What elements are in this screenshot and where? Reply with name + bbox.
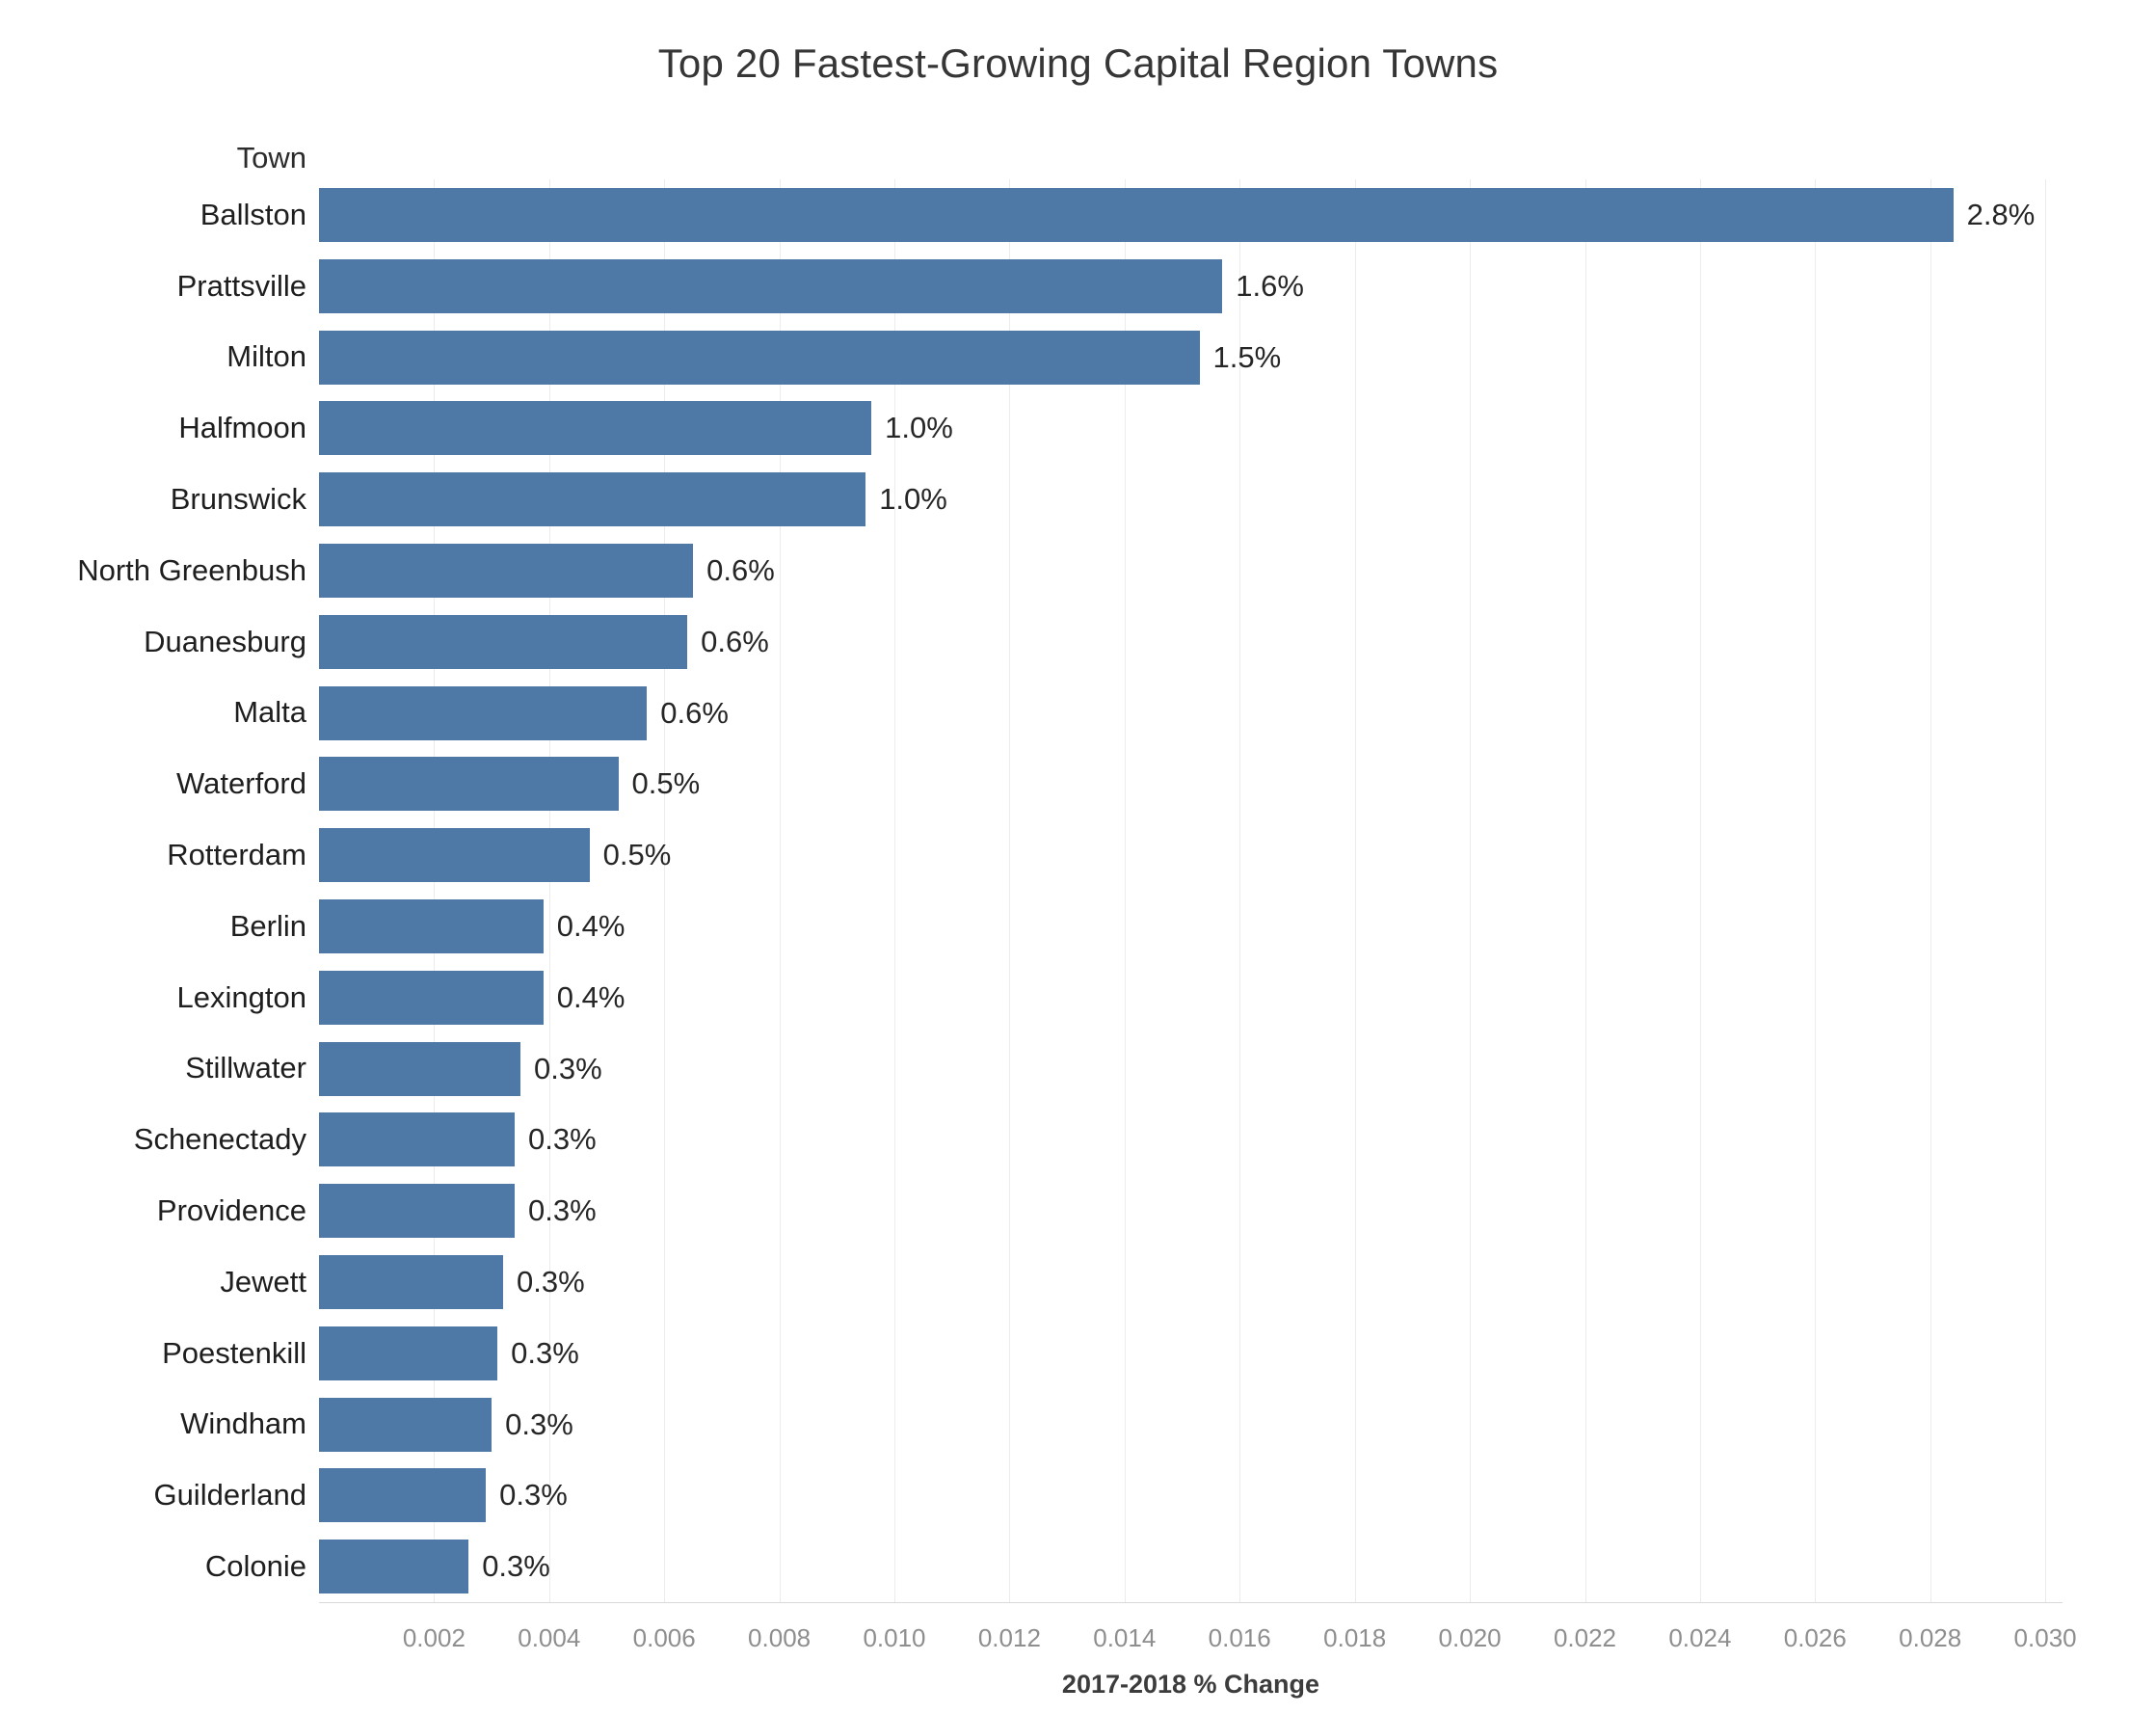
chart-title: Top 20 Fastest-Growing Capital Region To…: [657, 40, 1499, 86]
bar-value-label: 0.3%: [528, 1122, 597, 1157]
bar-value-label: 0.3%: [511, 1335, 579, 1370]
bar-brunswick[interactable]: [319, 472, 866, 527]
gridline-0.018: [1354, 179, 1356, 1602]
y-axis-label-malta: Malta: [233, 695, 306, 730]
y-axis-label-windham: Windham: [180, 1406, 306, 1441]
gridline-0.016: [1239, 179, 1241, 1602]
x-tick-label: 0.028: [1899, 1623, 1962, 1652]
bar-value-label: 2.8%: [1966, 197, 2036, 231]
gridline-0.006: [664, 179, 666, 1602]
gridline-0.008: [779, 179, 781, 1602]
gridline-0.010: [894, 179, 895, 1602]
x-tick-label: 0.004: [518, 1623, 581, 1652]
bar-rotterdam[interactable]: [319, 828, 590, 883]
bar-poestenkill[interactable]: [319, 1326, 498, 1380]
y-axis-label-milton: Milton: [226, 339, 306, 374]
bar-value-label: 0.3%: [482, 1549, 550, 1584]
x-tick-label: 0.008: [748, 1623, 812, 1652]
x-tick-label: 0.024: [1668, 1623, 1732, 1652]
y-axis-label-berlin: Berlin: [229, 908, 306, 943]
bar-value-label: 1.5%: [1212, 339, 1282, 374]
y-axis-label-halfmoon: Halfmoon: [178, 411, 306, 445]
y-axis-label-prattsville: Prattsville: [176, 268, 306, 303]
bar-value-label: 0.3%: [534, 1051, 602, 1085]
bar-value-label: 1.6%: [1236, 268, 1304, 303]
bar-schenectady[interactable]: [319, 1112, 515, 1167]
y-axis-label-schenectady: Schenectady: [133, 1122, 306, 1157]
gridline-0.028: [1930, 179, 1931, 1602]
x-axis-title: 2017-2018 % Change: [1061, 1670, 1320, 1699]
x-tick-label: 0.026: [1783, 1623, 1847, 1652]
x-tick-label: 0.010: [863, 1623, 926, 1652]
bar-value-label: 0.6%: [706, 552, 775, 587]
bar-waterford[interactable]: [319, 757, 619, 812]
gridline-0.002: [434, 179, 436, 1602]
y-axis-label-north-greenbush: North Greenbush: [77, 552, 306, 587]
bar-berlin[interactable]: [319, 898, 544, 953]
gridline-0.004: [548, 179, 550, 1602]
bar-value-label: 1.0%: [885, 411, 953, 445]
gridline-0.020: [1470, 179, 1472, 1602]
x-tick-label: 0.018: [1323, 1623, 1387, 1652]
x-tick-label: 0.014: [1093, 1623, 1157, 1652]
bar-ballston[interactable]: [319, 187, 1954, 242]
x-tick-label: 0.016: [1208, 1623, 1271, 1652]
y-axis-label-guilderland: Guilderland: [153, 1478, 306, 1513]
gridline-0.026: [1815, 179, 1817, 1602]
bar-value-label: 0.5%: [631, 766, 701, 801]
y-axis-label-stillwater: Stillwater: [185, 1051, 306, 1085]
bar-value-label: 0.3%: [505, 1406, 573, 1441]
x-axis-line: [319, 1602, 2063, 1603]
bar-lexington[interactable]: [319, 970, 544, 1025]
bar-value-label: 0.3%: [499, 1478, 568, 1513]
bar-value-label: 0.3%: [517, 1264, 585, 1299]
gridline-0.022: [1584, 179, 1586, 1602]
y-axis-label-rotterdam: Rotterdam: [167, 838, 306, 872]
x-tick-label: 0.020: [1438, 1623, 1502, 1652]
bar-value-label: 0.3%: [528, 1193, 597, 1228]
y-axis-label-ballston: Ballston: [200, 197, 306, 231]
y-axis-header: Town: [236, 141, 306, 174]
bar-halfmoon[interactable]: [319, 401, 872, 456]
x-tick-label: 0.002: [402, 1623, 466, 1652]
plot-area: 2.8% 1.6% 1.5% 1.0% 1.0% 0.6% 0.6% 0.6% 0.5% 0.5%…: [319, 179, 2063, 1602]
bar-value-label: 1.0%: [879, 482, 947, 517]
bar-windham[interactable]: [319, 1397, 492, 1452]
gridline-0.014: [1124, 179, 1126, 1602]
bar-milton[interactable]: [319, 330, 1200, 385]
gridline-0.012: [1009, 179, 1011, 1602]
y-axis-label-waterford: Waterford: [176, 766, 306, 801]
bar-value-label: 0.6%: [701, 624, 769, 658]
bar-value-label: 0.4%: [556, 979, 626, 1014]
bar-value-label: 0.6%: [660, 695, 729, 730]
bar-malta[interactable]: [319, 685, 648, 740]
y-axis-label-duanesburg: Duanesburg: [144, 624, 306, 658]
y-axis-label-brunswick: Brunswick: [170, 482, 306, 517]
gridline-0.024: [1699, 179, 1701, 1602]
bar-jewett[interactable]: [319, 1254, 503, 1309]
x-tick-label: 0.012: [977, 1623, 1041, 1652]
y-axis-label-providence: Providence: [156, 1193, 306, 1228]
bar-duanesburg[interactable]: [319, 614, 688, 669]
bar-value-label: 0.4%: [556, 908, 626, 943]
bar-value-label: 0.5%: [602, 838, 672, 872]
x-tick-label: 0.006: [632, 1623, 696, 1652]
bar-prattsville[interactable]: [319, 258, 1223, 313]
bar-north-greenbush[interactable]: [319, 543, 694, 598]
x-tick-label: 0.030: [2013, 1623, 2077, 1652]
bar-providence[interactable]: [319, 1184, 515, 1239]
gridline-0.030: [2045, 179, 2047, 1602]
y-axis-label-colonie: Colonie: [204, 1549, 306, 1584]
bar-guilderland[interactable]: [319, 1468, 487, 1523]
y-axis-label-jewett: Jewett: [220, 1264, 306, 1299]
x-tick-label: 0.022: [1553, 1623, 1617, 1652]
y-axis-label-poestenkill: Poestenkill: [162, 1335, 306, 1370]
bar-stillwater[interactable]: [319, 1041, 520, 1096]
y-axis-label-lexington: Lexington: [176, 979, 306, 1014]
bar-colonie[interactable]: [319, 1540, 469, 1594]
